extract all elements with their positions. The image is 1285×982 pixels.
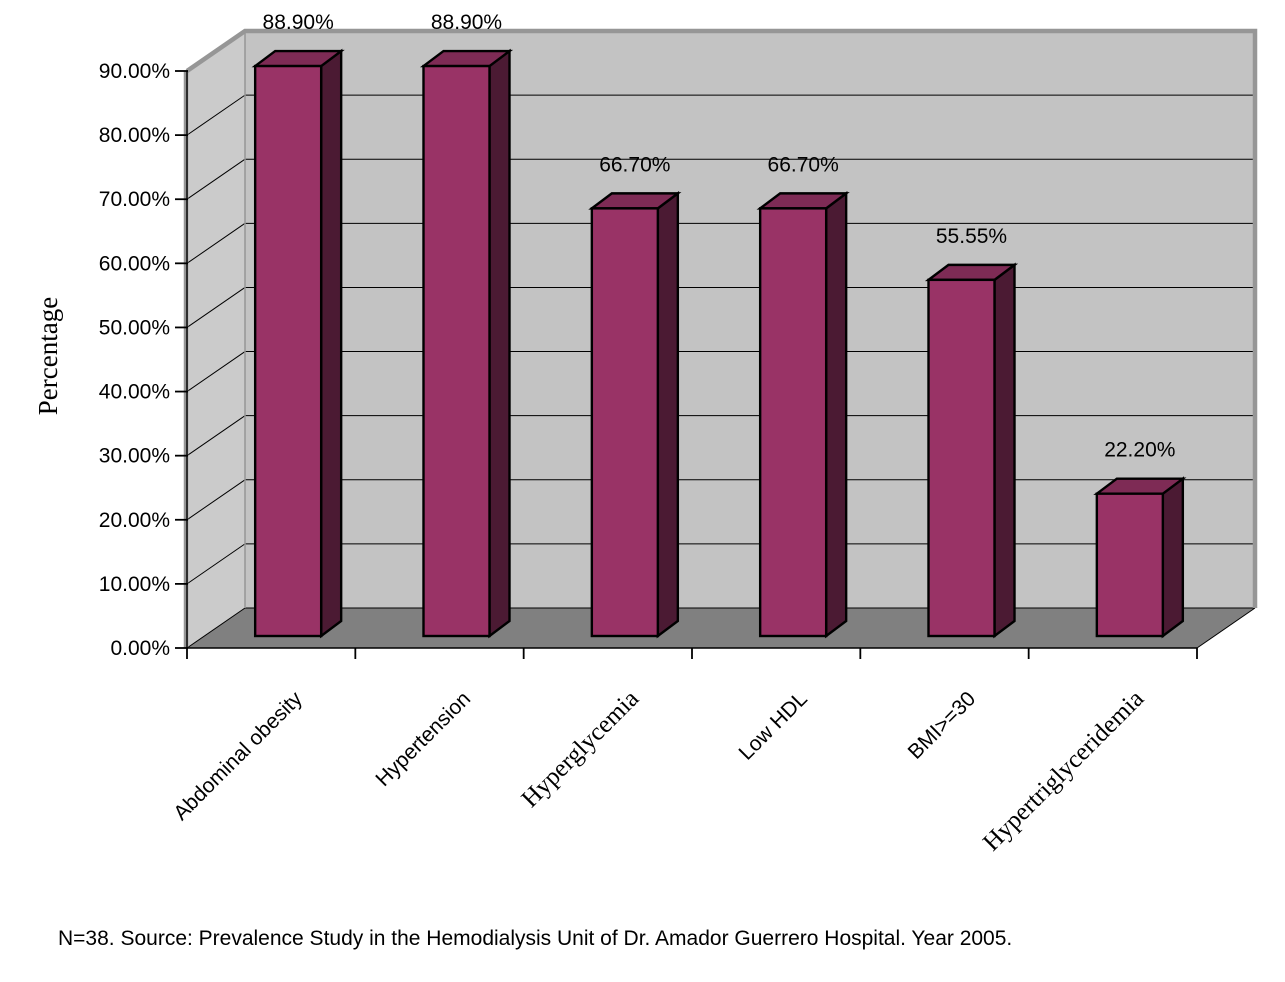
bar-value-label: 88.90%	[263, 11, 334, 34]
bar-value-label: 66.70%	[599, 153, 670, 176]
floor	[187, 608, 1255, 648]
left-wall	[187, 31, 245, 648]
y-tick-label: 10.00%	[99, 573, 170, 596]
y-tick-label: 90.00%	[99, 60, 170, 83]
bar-value-label: 22.20%	[1104, 439, 1175, 462]
x-category-label: Low HDL	[735, 687, 812, 764]
gridline-diagonal	[186, 543, 246, 585]
y-tick-label: 20.00%	[99, 509, 170, 532]
axes	[175, 70, 1198, 659]
bar-front-face	[758, 207, 828, 638]
bar-side-face	[824, 190, 848, 639]
gridline-diagonal	[186, 94, 246, 136]
value-labels: 88.90% 88.90% 66.70% 66.70% 55.55% 22.20%	[263, 11, 1176, 462]
gridline-diagonal	[186, 479, 246, 521]
y-tick-label: 0.00%	[110, 637, 170, 660]
y-axis-title: Percentage	[33, 297, 63, 415]
y-tick-label: 80.00%	[99, 124, 170, 147]
bar-value-label: 88.90%	[431, 11, 502, 34]
x-category-label: Abdominal obesity	[169, 687, 307, 825]
wall-border	[183, 28, 1258, 648]
gridline-diagonal	[186, 351, 246, 392]
y-tick-label: 60.00%	[99, 252, 170, 275]
bar-front-face	[1095, 492, 1165, 638]
bar-side-face	[319, 48, 343, 639]
x-category-label: Hypertension	[371, 687, 475, 791]
bar-side-face	[656, 190, 680, 639]
x-category-label: Hyperglycemia	[516, 685, 644, 813]
bar-front-face	[927, 278, 996, 638]
gridline-diagonal	[186, 158, 246, 200]
y-tick-label: 70.00%	[99, 188, 170, 211]
bar-front-face	[590, 207, 660, 638]
wall-border-top-right	[185, 28, 1258, 608]
source-note: N=38. Source: Prevalence Study in the He…	[58, 927, 1013, 950]
y-tick-label: 30.00%	[99, 445, 170, 468]
bars	[251, 48, 1187, 639]
bar-side-face	[488, 48, 511, 639]
y-tick-label: 40.00%	[99, 381, 170, 404]
bar-front-face	[253, 64, 323, 638]
bar-front-face	[422, 64, 491, 638]
bar-side-face	[1161, 476, 1185, 639]
bar-side-face	[993, 262, 1016, 639]
x-category-label: Hypertriglyceridemia	[978, 685, 1149, 856]
y-tick-labels: 0.00% 10.00% 20.00% 30.00% 40.00% 50.00% 60.00…	[99, 60, 170, 660]
gridline-diagonal	[186, 222, 246, 264]
category-labels: Abdominal obesity Hypertension Hyperglycem…	[169, 685, 1149, 856]
bar-value-label: 66.70%	[768, 153, 839, 176]
plot-walls	[187, 31, 1255, 648]
y-tick-label: 50.00%	[99, 316, 170, 339]
floor-left-edge	[186, 607, 246, 649]
floor-right-edge	[1196, 607, 1256, 649]
gridline-diagonal	[186, 415, 246, 457]
x-category-label: BMI>=30	[904, 687, 981, 764]
gridlines	[186, 94, 1256, 649]
bar-value-label: 55.55%	[936, 225, 1007, 248]
gridline-diagonal	[186, 287, 246, 328]
